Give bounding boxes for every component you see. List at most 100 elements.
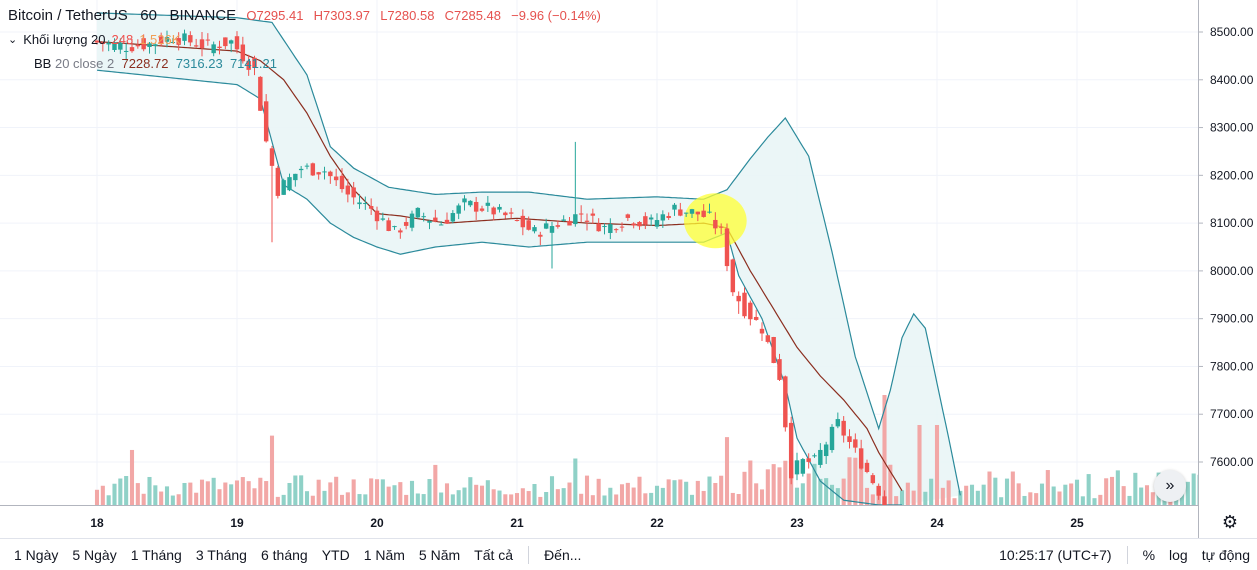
candle-body <box>398 230 403 233</box>
candle-body <box>584 220 590 222</box>
volume-bar <box>561 488 566 505</box>
volume-bar <box>555 489 560 505</box>
candle-body <box>625 214 631 218</box>
volume-bar <box>1191 473 1196 505</box>
volume-bar <box>310 495 315 505</box>
volume-bar <box>1150 492 1155 505</box>
candle-body <box>841 420 846 436</box>
candle-body <box>94 40 100 43</box>
volume-bar <box>345 492 350 505</box>
volume-bar <box>118 478 123 505</box>
range-button[interactable]: 5 Năm <box>418 546 461 563</box>
candle <box>205 33 211 46</box>
bb-params: 20 close 2 <box>54 56 115 71</box>
auto-scale-toggle[interactable]: tự động <box>1201 546 1250 563</box>
volume-bar <box>409 480 415 505</box>
range-button[interactable]: YTD <box>321 546 350 563</box>
volume-bar <box>602 495 607 505</box>
candle-body <box>304 165 310 167</box>
volume-bar <box>322 490 327 505</box>
volume-bar <box>217 489 222 505</box>
candle <box>316 171 321 180</box>
candle <box>748 300 753 326</box>
double-chevron-right-icon[interactable]: » <box>1154 470 1186 502</box>
volume-bar <box>444 483 450 505</box>
volume-bar <box>917 425 922 505</box>
candle <box>853 433 858 453</box>
range-button[interactable]: 6 tháng <box>260 546 308 563</box>
candle <box>246 54 251 76</box>
candle-body <box>287 177 292 191</box>
candle <box>182 29 187 46</box>
interval-label[interactable]: 60 <box>140 7 157 24</box>
range-button[interactable]: 5 Ngày <box>72 546 117 563</box>
volume-bar <box>398 482 403 505</box>
candle-body <box>788 422 794 479</box>
volume-name[interactable]: Khối lượng 20 <box>23 32 106 47</box>
candle <box>129 38 135 53</box>
percent-toggle[interactable]: % <box>1142 546 1156 563</box>
symbol-name[interactable]: Bitcoin / TetherUS <box>8 7 128 24</box>
volume-bar <box>427 479 432 505</box>
candle <box>590 208 596 224</box>
candle-body <box>538 234 543 237</box>
candle <box>707 203 712 214</box>
volume-bar <box>223 482 228 505</box>
gear-icon[interactable]: ⚙ <box>1221 511 1239 532</box>
candle <box>380 212 386 222</box>
time-tick-label: 20 <box>370 516 384 530</box>
candle <box>456 203 461 220</box>
candlestick-chart[interactable]: 8500.00 8400.00 8300.00 8200.00 8100.00 8000.… <box>0 0 1257 538</box>
chevron-down-icon[interactable]: ⌄ <box>8 34 18 46</box>
candle-body <box>240 44 246 62</box>
volume-legend[interactable]: ⌄ Khối lượng 20 248 1.526K <box>8 32 180 47</box>
candle-body <box>619 226 625 228</box>
log-toggle[interactable]: log <box>1169 546 1188 563</box>
candle <box>625 213 631 221</box>
volume-bar <box>491 489 496 505</box>
candle <box>147 41 152 54</box>
candle <box>724 223 730 272</box>
candle-body <box>129 47 135 52</box>
bb-legend[interactable]: BB 20 close 2 7228.72 7316.23 7141.21 <box>34 56 277 71</box>
candle <box>188 31 193 47</box>
range-button[interactable]: 3 Tháng <box>195 546 247 563</box>
range-button[interactable]: 1 Ngày <box>14 546 59 563</box>
volume-bar <box>777 467 782 505</box>
volume-bar <box>1098 494 1103 505</box>
volume-bar <box>783 460 788 505</box>
candle <box>293 173 298 187</box>
price-tick-label: 8200.00 <box>1210 168 1254 182</box>
candle-body <box>135 45 141 47</box>
candle <box>783 375 788 432</box>
price-tick-label: 7800.00 <box>1210 359 1254 373</box>
range-button[interactable]: Tất cả <box>474 546 514 563</box>
goto-date-button[interactable]: Đến... <box>544 546 582 563</box>
candle-body <box>736 295 741 302</box>
volume-bar <box>701 490 706 505</box>
volume-bar <box>357 494 362 505</box>
candle-body <box>707 211 712 213</box>
chart-area[interactable]: 8500.00 8400.00 8300.00 8200.00 8100.00 8000.… <box>0 0 1257 538</box>
candle-body <box>392 226 397 228</box>
volume-bar <box>818 478 823 505</box>
candle-body <box>246 60 251 70</box>
range-button[interactable]: 1 Năm <box>363 546 405 563</box>
candle <box>363 196 368 210</box>
volume-bar <box>573 458 578 505</box>
candle-body <box>141 38 146 50</box>
candle <box>847 429 852 449</box>
clock-time[interactable]: 10:25:17 (UTC+7) <box>999 546 1112 563</box>
candle-body <box>374 210 380 222</box>
range-button[interactable]: 1 Tháng <box>130 546 182 563</box>
volume-bar <box>748 460 753 505</box>
divider <box>528 545 530 564</box>
candle <box>357 194 362 209</box>
candle-body <box>654 220 660 227</box>
volume-bar <box>1104 478 1109 505</box>
candle-body <box>258 76 263 111</box>
candle-body <box>310 163 316 176</box>
volume-bar <box>188 482 193 505</box>
candle-body <box>555 225 561 227</box>
bb-name[interactable]: BB <box>34 56 52 71</box>
